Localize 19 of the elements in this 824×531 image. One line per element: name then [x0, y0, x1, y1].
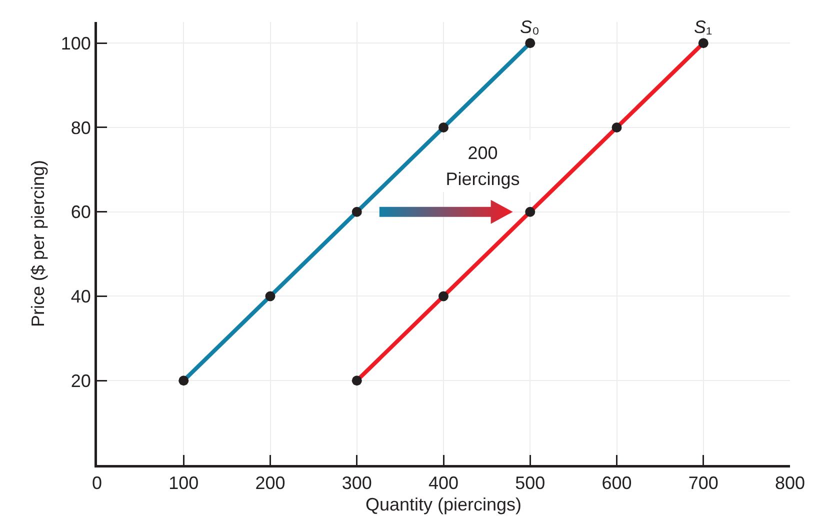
series-label: S₀ — [520, 17, 540, 37]
y-tick-label: 60 — [70, 202, 91, 222]
x-tick-label: 600 — [602, 473, 632, 494]
x-tick-label: 200 — [255, 473, 286, 494]
x-tick-label: 100 — [168, 473, 199, 494]
x-tick-label: 500 — [515, 473, 546, 494]
y-tick-label: 20 — [70, 370, 91, 391]
y-tick-label: 80 — [70, 118, 91, 138]
x-tick-label: 300 — [342, 473, 372, 494]
x-tick-label: 0 — [92, 473, 102, 494]
x-axis-title: Quantity (piercings) — [365, 494, 522, 514]
x-tick-label: 700 — [688, 473, 718, 494]
y-tick-label: 40 — [70, 286, 91, 307]
annotation: 200 Piercings — [434, 140, 531, 192]
y-axis-title: Price ($ per piercing) — [28, 160, 48, 328]
x-tick-label: 800 — [774, 473, 806, 494]
series-label: S₁ — [694, 17, 712, 37]
x-tick-label: 400 — [428, 473, 459, 494]
y-tick-label: 100 — [60, 33, 91, 54]
